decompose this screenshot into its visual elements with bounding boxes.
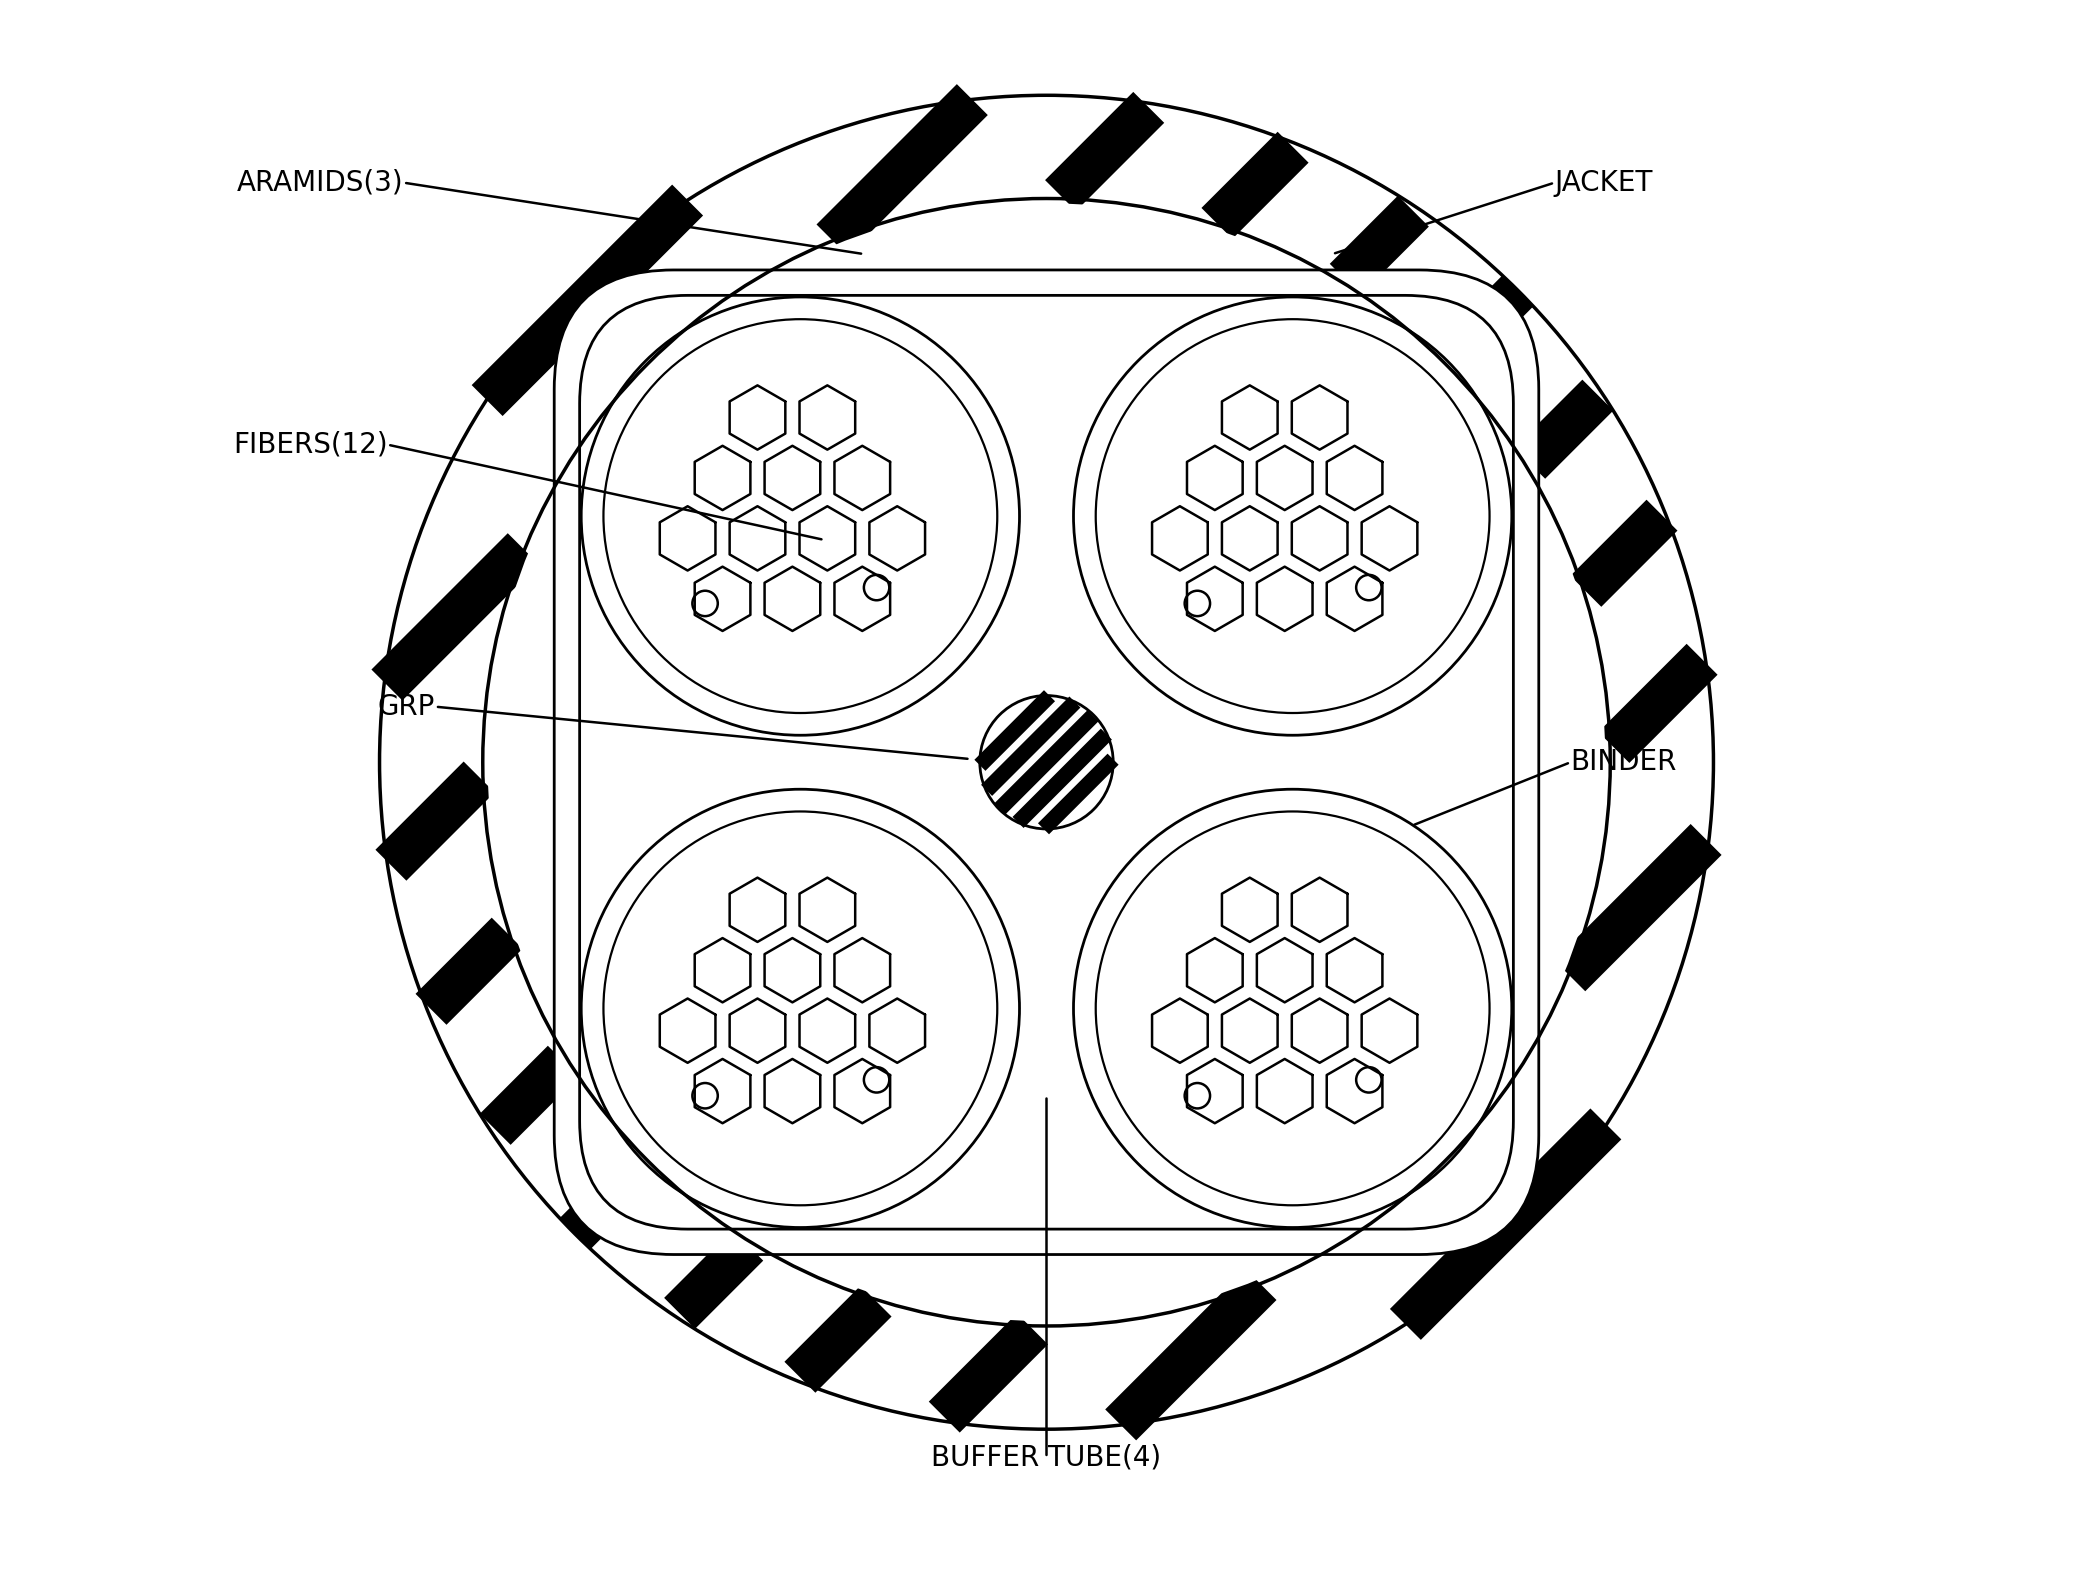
Text: GRP: GRP [377, 692, 435, 721]
Text: BINDER: BINDER [1570, 748, 1676, 777]
Text: BUFFER TUBE(4): BUFFER TUBE(4) [931, 1443, 1162, 1472]
Circle shape [582, 789, 1019, 1228]
Circle shape [1074, 789, 1511, 1228]
Circle shape [980, 696, 1113, 829]
Circle shape [488, 203, 1605, 1321]
Text: JACKET: JACKET [1555, 168, 1653, 197]
Text: ARAMIDS(3): ARAMIDS(3) [237, 168, 404, 197]
Circle shape [582, 297, 1019, 735]
FancyBboxPatch shape [555, 270, 1538, 1255]
Text: FIBERS(12): FIBERS(12) [232, 430, 387, 459]
Circle shape [379, 95, 1714, 1429]
Circle shape [1074, 297, 1511, 735]
